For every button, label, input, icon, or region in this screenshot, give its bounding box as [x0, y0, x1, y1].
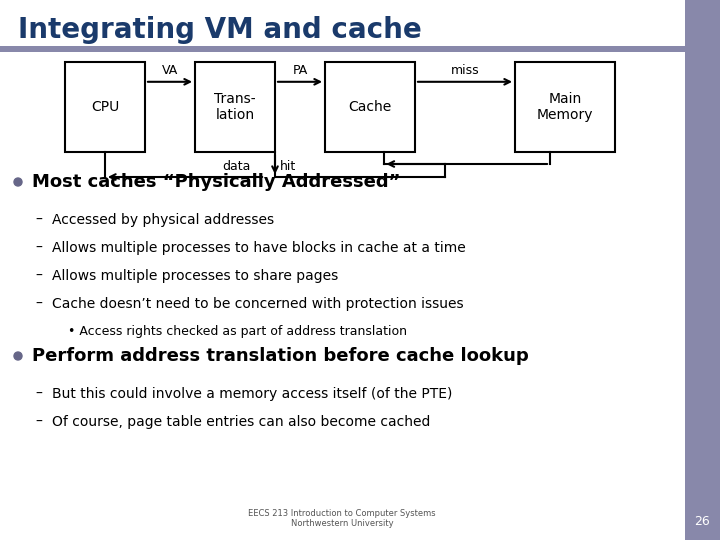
Text: Main
Memory: Main Memory — [536, 92, 593, 122]
Text: hit: hit — [280, 160, 296, 173]
Bar — [685, 0, 720, 540]
Text: Cache doesn’t need to be concerned with protection issues: Cache doesn’t need to be concerned with … — [52, 297, 464, 311]
Text: But this could involve a memory access itself (of the PTE): But this could involve a memory access i… — [52, 387, 452, 401]
Text: –: – — [35, 213, 42, 227]
Text: Allows multiple processes to have blocks in cache at a time: Allows multiple processes to have blocks… — [52, 241, 466, 255]
Text: Perform address translation before cache lookup: Perform address translation before cache… — [32, 347, 528, 365]
Text: Of course, page table entries can also become cached: Of course, page table entries can also b… — [52, 415, 431, 429]
Bar — [0, 46, 685, 52]
Text: Cache: Cache — [348, 100, 392, 114]
Circle shape — [14, 178, 22, 186]
Text: miss: miss — [451, 64, 480, 77]
Text: data: data — [222, 160, 250, 173]
Text: Allows multiple processes to share pages: Allows multiple processes to share pages — [52, 269, 338, 283]
Circle shape — [14, 352, 22, 360]
Text: VA: VA — [162, 64, 178, 77]
Text: • Access rights checked as part of address translation: • Access rights checked as part of addre… — [68, 326, 407, 339]
Text: Accessed by physical addresses: Accessed by physical addresses — [52, 213, 274, 227]
Text: –: – — [35, 415, 42, 429]
Text: Trans-
lation: Trans- lation — [214, 92, 256, 122]
Text: PA: PA — [292, 64, 307, 77]
Text: –: – — [35, 297, 42, 311]
Bar — [515, 62, 615, 152]
Text: CPU: CPU — [91, 100, 119, 114]
Text: –: – — [35, 241, 42, 255]
Text: EECS 213 Introduction to Computer Systems
Northwestern University: EECS 213 Introduction to Computer System… — [248, 509, 436, 528]
Bar — [65, 62, 145, 152]
Text: –: – — [35, 269, 42, 283]
Text: –: – — [35, 387, 42, 401]
Text: Integrating VM and cache: Integrating VM and cache — [18, 16, 422, 44]
Bar — [325, 62, 415, 152]
Bar — [195, 62, 275, 152]
Text: Most caches “Physically Addressed”: Most caches “Physically Addressed” — [32, 173, 400, 191]
Text: 26: 26 — [694, 515, 710, 528]
